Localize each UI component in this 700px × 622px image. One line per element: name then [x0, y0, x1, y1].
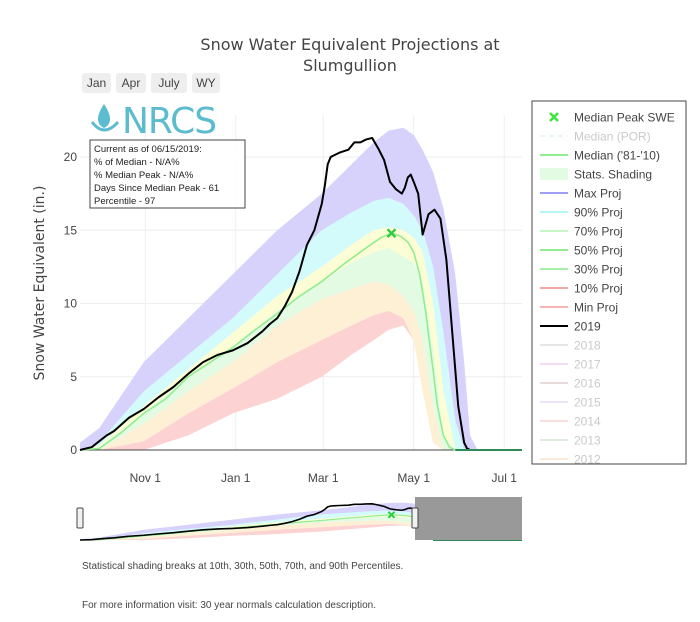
legend-label: 2019 [574, 320, 601, 334]
range-band-10 [80, 523, 478, 540]
range-band-30 [80, 520, 478, 540]
range-button-apr[interactable]: Apr [116, 73, 146, 93]
band-70-50 [80, 227, 478, 450]
y-axis-title: Snow Water Equivalent (in.) [32, 186, 48, 381]
legend-item: 30% Proj [540, 263, 623, 277]
band-30-10 [80, 281, 478, 450]
band-10-min [80, 310, 478, 450]
legend-label: 2014 [574, 415, 601, 429]
shading-note: Statistical shading breaks at 10th, 30th… [82, 561, 404, 572]
legend-item: Median Peak SWE [549, 111, 675, 125]
legend-label: 10% Proj [574, 282, 623, 296]
info-box [89, 139, 246, 209]
chart-title-line: Slumgullion [303, 56, 397, 75]
legend-item: 2017 [540, 358, 601, 372]
legend-item: 2014 [540, 415, 601, 429]
legend-item: Stats. Shading [540, 168, 652, 182]
info-box-line: Current as of 06/15/2019: [94, 144, 202, 155]
legend-label: 2015 [574, 396, 601, 410]
series-2019-line [79, 136, 522, 451]
more-info-text: For more information visit: 30 year norm… [82, 600, 377, 611]
range-median-peak-marker [387, 511, 396, 519]
range-mask [415, 497, 522, 540]
legend-item: 90% Proj [540, 206, 623, 220]
legend-label: Median Peak SWE [574, 111, 675, 125]
y-tick-label: 0 [70, 443, 77, 457]
logo-swoosh [90, 120, 120, 132]
legend-marker-icon [549, 112, 559, 122]
legend-box [531, 100, 687, 465]
legend-label: Min Proj [574, 301, 618, 315]
legend-label: Median ('81-'10) [574, 149, 660, 163]
legend-item: Median (POR) [540, 130, 651, 144]
info-box-line: Percentile - 97 [94, 196, 155, 207]
y-tick-label: 20 [64, 150, 78, 164]
nrcs-logo: NRCS [90, 101, 217, 142]
x-tick-label: Nov 1 [130, 471, 162, 485]
legend-item: 2012 [540, 453, 601, 467]
legend-label: 2012 [574, 453, 601, 467]
legend-label: 2018 [574, 339, 601, 353]
legend-item: 10% Proj [540, 282, 623, 296]
legend-item: 50% Proj [540, 244, 623, 258]
range-button-wy[interactable]: WY [192, 73, 220, 93]
legend-label: Median (POR) [574, 130, 651, 144]
legend-item: 2013 [540, 434, 601, 448]
y-tick-label: 10 [64, 297, 78, 311]
legend-item: 2019 [540, 320, 601, 334]
range-handle-left[interactable] [76, 507, 84, 529]
chart-title-line: Snow Water Equivalent Projections at [200, 35, 499, 54]
median-peak-marker [386, 228, 397, 239]
info-box-line: Days Since Median Peak - 61 [94, 183, 219, 194]
range-handle-right[interactable] [411, 507, 419, 529]
legend-label: 70% Proj [574, 225, 623, 239]
legend-label: 50% Proj [574, 244, 623, 258]
y-tick-label: 15 [64, 223, 78, 237]
range-button-jan[interactable]: Jan [82, 73, 111, 93]
legend-fill-swatch [540, 168, 568, 180]
logo-drop [98, 104, 110, 128]
legend-label: 30% Proj [574, 263, 623, 277]
legend-item: Median ('81-'10) [540, 149, 660, 163]
x-tick-label: Jan 1 [221, 471, 251, 485]
info-box-line: % Median Peak - N/A% [94, 170, 194, 181]
legend-label: 2017 [574, 358, 601, 372]
range-band-max [80, 502, 478, 540]
legend-label: 90% Proj [574, 206, 623, 220]
series-median-line [79, 232, 462, 451]
legend-item: Max Proj [540, 187, 621, 201]
y-tick-label: 5 [70, 370, 77, 384]
range-button-july[interactable]: July [151, 73, 187, 93]
legend-label: Stats. Shading [574, 168, 652, 182]
x-tick-label: May 1 [397, 471, 430, 485]
legend-item: Min Proj [540, 301, 618, 315]
legend-item: 2016 [540, 377, 601, 391]
legend-label: 2013 [574, 434, 601, 448]
band-max-90 [80, 127, 478, 450]
legend-item: 2015 [540, 396, 601, 410]
legend-item: 2018 [540, 339, 601, 353]
info-box-line: % of Median - N/A% [94, 157, 180, 168]
logo-text: NRCS [122, 101, 216, 142]
legend-label: Max Proj [574, 187, 621, 201]
legend-label: 2016 [574, 377, 601, 391]
legend-item: 70% Proj [540, 225, 623, 239]
x-tick-label: Mar 1 [308, 471, 339, 485]
x-tick-label: Jul 1 [492, 471, 518, 485]
